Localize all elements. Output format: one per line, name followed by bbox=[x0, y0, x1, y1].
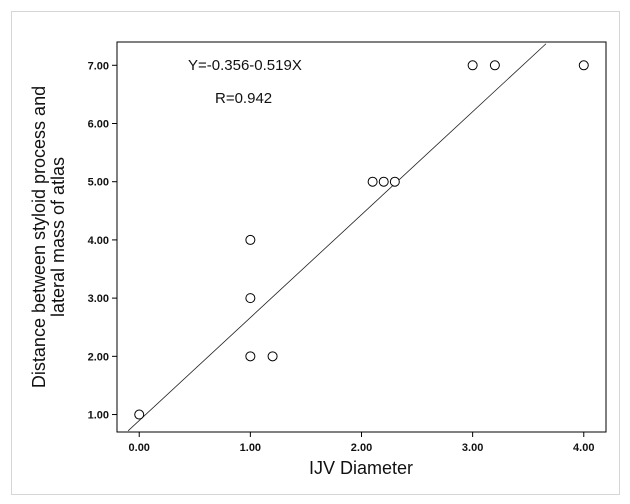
tick-group: 0.00 1.00 2.00 3.00 4.00 1.00 2.00 3.00 4.00 5.00… bbox=[88, 60, 595, 454]
figure-frame bbox=[11, 11, 620, 495]
regression-equation: Y=-0.356-0.519X bbox=[188, 57, 302, 74]
x-tick-label: 0.00 bbox=[129, 442, 150, 454]
x-tick-label: 1.00 bbox=[240, 442, 261, 454]
data-point bbox=[245, 234, 256, 245]
y-axis-title: Distance between styloid process and lat… bbox=[29, 86, 68, 388]
data-point bbox=[467, 60, 478, 71]
y-tick-label: 7.00 bbox=[88, 60, 109, 72]
correlation-coefficient: R=0.942 bbox=[215, 90, 272, 107]
y-tick-label: 6.00 bbox=[88, 118, 109, 130]
data-point bbox=[245, 351, 256, 362]
y-tick-label: 4.00 bbox=[88, 235, 109, 247]
data-points bbox=[134, 60, 589, 420]
y-tick-label: 1.00 bbox=[88, 410, 109, 422]
y-tick-label: 2.00 bbox=[88, 351, 109, 363]
data-point bbox=[134, 409, 145, 420]
data-point bbox=[489, 60, 500, 71]
y-axis-title-line-2: lateral mass of atlas bbox=[48, 157, 68, 317]
data-point bbox=[367, 176, 378, 187]
x-tick-label: 2.00 bbox=[351, 442, 372, 454]
y-tick-label: 5.00 bbox=[88, 177, 109, 189]
data-point bbox=[267, 351, 278, 362]
x-tick-label: 4.00 bbox=[573, 442, 594, 454]
data-point bbox=[578, 60, 589, 71]
data-point bbox=[389, 176, 400, 187]
regression-line bbox=[127, 43, 547, 432]
x-axis-title: IJV Diameter bbox=[309, 458, 413, 478]
data-point bbox=[245, 293, 256, 304]
y-tick-label: 3.00 bbox=[88, 293, 109, 305]
y-axis-title-line-1: Distance between styloid process and bbox=[29, 86, 49, 388]
data-point bbox=[378, 176, 389, 187]
x-tick-label: 3.00 bbox=[462, 442, 483, 454]
